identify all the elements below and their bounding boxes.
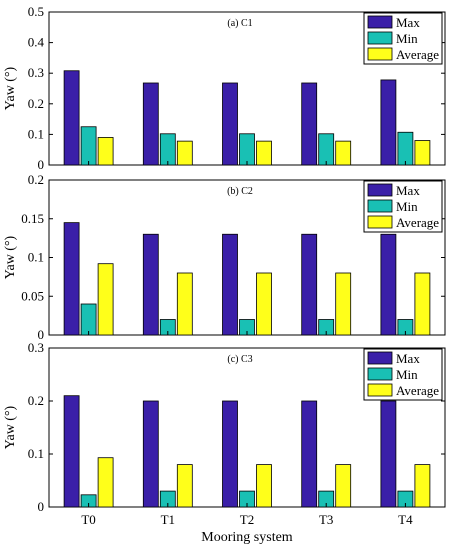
bar-average-t1 xyxy=(176,464,193,508)
legend-label-min: Min xyxy=(396,31,418,46)
x-tick-label: T1 xyxy=(161,512,175,527)
legend-swatch-max xyxy=(367,15,393,29)
bar-average-t3 xyxy=(335,272,352,336)
bar-max-t3 xyxy=(301,82,318,166)
legend-swatch-average xyxy=(367,215,393,229)
bar-average-t4 xyxy=(414,464,431,508)
bar-average-t0 xyxy=(97,137,114,166)
legend-swatch-min xyxy=(367,199,393,213)
bar-average-t4 xyxy=(414,140,431,166)
y-tick-label: 0 xyxy=(38,157,45,172)
bar-max-t3 xyxy=(301,233,318,336)
bar-max-t0 xyxy=(63,222,80,336)
panel-title: (b) C2 xyxy=(227,186,253,197)
x-tick-label: T0 xyxy=(81,512,95,527)
bar-max-t0 xyxy=(63,395,80,508)
y-tick-label: 0.1 xyxy=(28,250,44,265)
y-tick-label: 0 xyxy=(38,327,45,342)
y-tick-label: 0.2 xyxy=(28,393,44,408)
bar-average-t1 xyxy=(176,272,193,336)
bar-average-t2 xyxy=(256,272,272,336)
x-tick-label: T2 xyxy=(240,512,254,527)
y-tick-label: 0.2 xyxy=(28,96,44,111)
legend-label-max: Max xyxy=(396,183,420,198)
bar-average-t3 xyxy=(335,464,352,508)
legend-label-average: Average xyxy=(396,215,439,230)
bar-average-t2 xyxy=(256,140,272,166)
bar-max-t2 xyxy=(222,400,238,508)
legend-swatch-min xyxy=(367,31,393,45)
panel-title: (a) C1 xyxy=(227,18,252,29)
y-axis-label: Yaw (°) xyxy=(3,235,18,279)
bar-max-t4 xyxy=(380,79,397,166)
y-tick-label: 0.3 xyxy=(28,65,44,80)
y-tick-label: 0.1 xyxy=(28,446,44,461)
panel-title: (c) C3 xyxy=(227,354,252,365)
bar-average-t0 xyxy=(97,457,114,508)
y-tick-label: 0 xyxy=(38,499,45,514)
y-tick-label: 0.15 xyxy=(21,211,44,226)
y-tick-label: 0.1 xyxy=(28,126,44,141)
chart-panel-1: 0 0.1 0.2 0.3 0.4 0.5 Yaw (°) (a) C1 MaxMinAvera… xyxy=(3,4,446,172)
legend-label-max: Max xyxy=(396,351,420,366)
legend-swatch-max xyxy=(367,183,393,197)
legend-label-average: Average xyxy=(396,383,439,398)
legend-label-average: Average xyxy=(396,47,439,62)
bar-average-t1 xyxy=(176,140,193,166)
chart-panel-3: 0 0.1 0.2 0.3 T0 T1 T2 T3 T4 Yaw (°) (c) C3 MaxMinA… xyxy=(3,340,446,527)
bar-min-t0 xyxy=(80,303,97,336)
y-tick-label: 0.05 xyxy=(21,288,44,303)
bar-max-t0 xyxy=(63,70,80,166)
y-tick-label: 0.5 xyxy=(28,4,44,19)
y-axis-label: Yaw (°) xyxy=(3,405,18,449)
bar-max-t2 xyxy=(222,82,238,166)
legend-label-min: Min xyxy=(396,367,418,382)
legend-swatch-max xyxy=(367,351,393,365)
bar-average-t0 xyxy=(97,263,114,336)
y-tick-label: 0.3 xyxy=(28,340,44,355)
x-axis-label: Mooring system xyxy=(201,530,293,545)
bar-min-t2 xyxy=(239,133,255,166)
bar-max-t1 xyxy=(142,233,159,336)
bar-max-t2 xyxy=(222,233,238,336)
bar-average-t4 xyxy=(414,272,431,336)
legend-label-min: Min xyxy=(396,199,418,214)
chart-panel-2: 0 0.05 0.1 0.15 0.2 Yaw (°) (b) C2 MaxMinAverag… xyxy=(3,172,446,342)
y-axis-label: Yaw (°) xyxy=(3,66,18,110)
bar-min-t3 xyxy=(318,133,335,166)
bar-min-t0 xyxy=(80,126,97,166)
y-tick-label: 0.2 xyxy=(28,172,44,187)
y-tick-label: 0.4 xyxy=(28,35,45,50)
legend-swatch-min xyxy=(367,367,393,381)
bar-max-t1 xyxy=(142,400,159,508)
bar-min-t4 xyxy=(397,131,414,166)
legend-swatch-average xyxy=(367,383,393,397)
bar-min-t1 xyxy=(159,133,176,166)
bar-average-t3 xyxy=(335,140,352,166)
x-tick-label: T4 xyxy=(398,512,413,527)
bar-max-t4 xyxy=(380,233,397,336)
legend-label-max: Max xyxy=(396,15,420,30)
bar-max-t4 xyxy=(380,400,397,508)
bar-max-t1 xyxy=(142,82,159,166)
bar-average-t2 xyxy=(256,464,272,508)
bar-max-t3 xyxy=(301,400,318,508)
legend-swatch-average xyxy=(367,47,393,61)
x-tick-label: T3 xyxy=(319,512,333,527)
